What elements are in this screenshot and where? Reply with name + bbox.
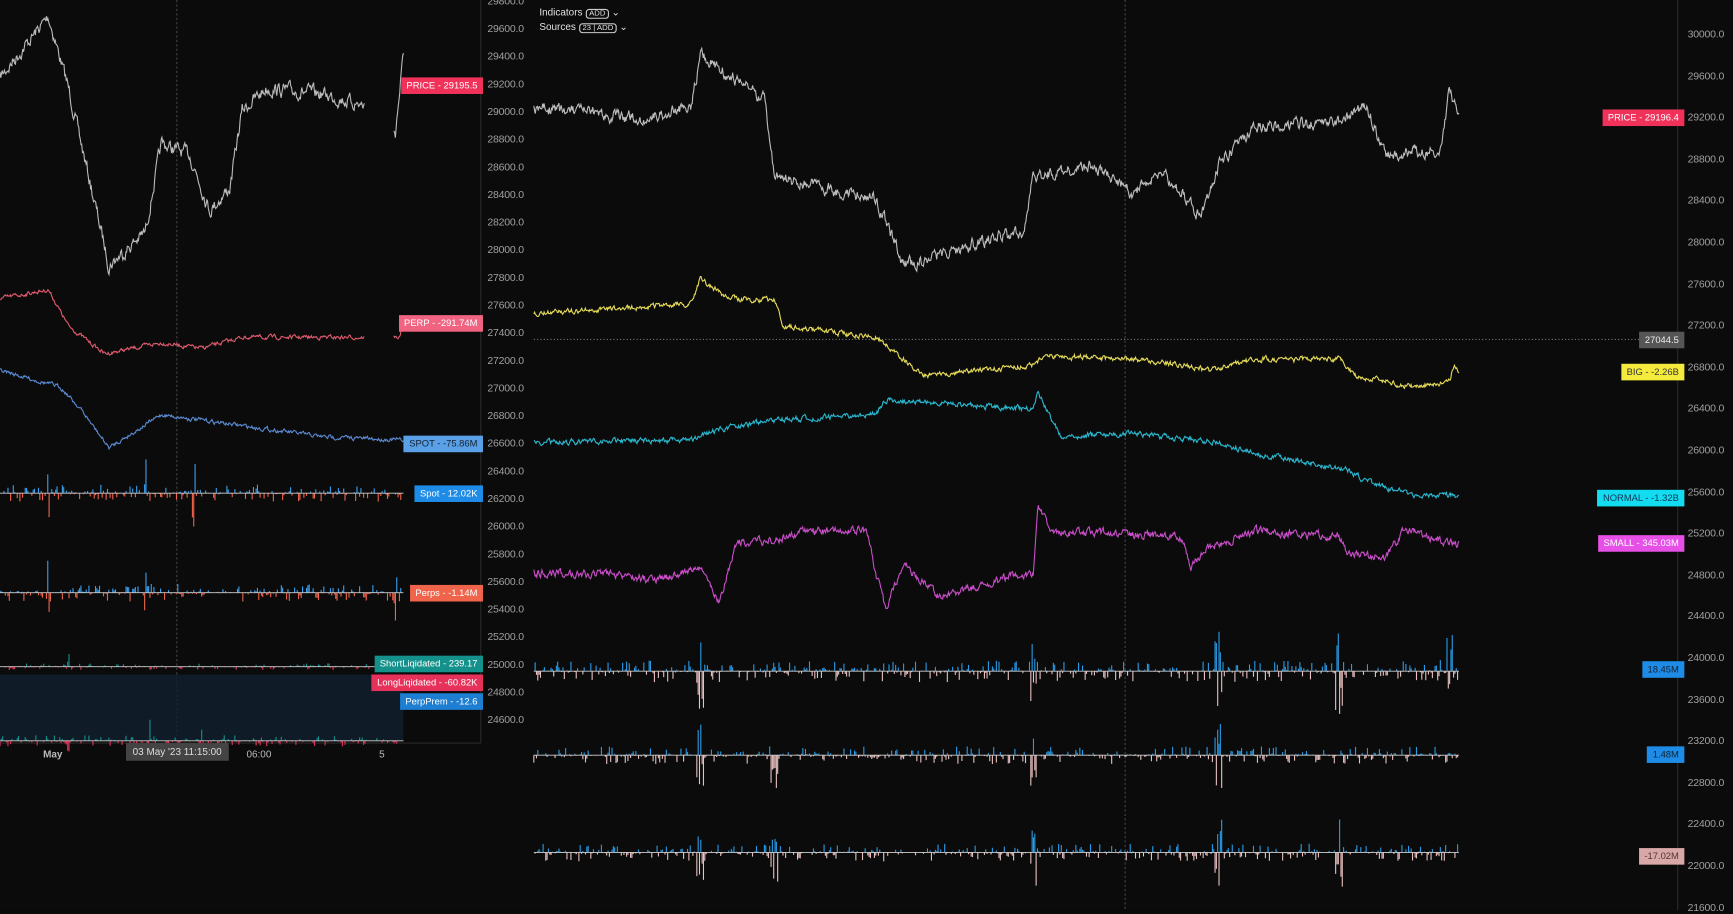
left-axis-tick: 29000.0: [487, 106, 524, 119]
left-axis-tick: 29800.0: [487, 0, 524, 8]
perp-premium-label: PerpPrem - -12.6: [399, 693, 483, 710]
indicators-label: Indicators: [539, 6, 583, 18]
right-axis-tick: 29200.0: [1687, 111, 1725, 125]
right-axis-tick: 26400.0: [1687, 402, 1725, 416]
chevron-down-icon[interactable]: ⌄: [611, 6, 620, 18]
long-liquidated-label: LongLiqidated - -60.82K: [371, 674, 483, 692]
left-axis-tick: 26000.0: [487, 520, 524, 533]
right-price-label: PRICE - 29196.4: [1602, 109, 1685, 127]
left-axis-tick: 29600.0: [487, 23, 524, 36]
right-axis-tick: 28400.0: [1687, 195, 1725, 208]
normal-orders-line: [533, 390, 1459, 500]
left-spot-cvd-label: SPOT - -75.86M: [403, 435, 483, 453]
crosshair-price-label: 27044.5: [1639, 331, 1685, 349]
sources-add-button[interactable]: 23 | ADD: [579, 23, 617, 34]
left-axis-tick: 26800.0: [487, 410, 524, 423]
left-axis-tick: 25000.0: [487, 658, 524, 672]
right-axis-tick: 25200.0: [1687, 527, 1725, 540]
right-axis-tick: 22800.0: [1687, 777, 1725, 790]
left-axis-tick: 26200.0: [487, 493, 524, 506]
crosshair-time-label: 03 May '23 11:15:00: [125, 743, 229, 761]
right-axis-tick: 29600.0: [1687, 70, 1725, 83]
left-axis-tick: 25800.0: [487, 548, 524, 561]
indicators-add-button[interactable]: ADD: [585, 8, 609, 19]
left-spot-cvd-line: [0, 368, 404, 451]
left-axis-tick: 25400.0: [487, 603, 524, 616]
right-axis-tick: 26800.0: [1687, 361, 1725, 374]
left-perp-label: PERP - -291.74M: [398, 315, 483, 332]
right-axis-tick: 25600.0: [1687, 486, 1725, 499]
sources-menu[interactable]: Sources 23 | ADD ⌄: [539, 21, 628, 34]
right-axis-tick: 24000.0: [1687, 652, 1725, 665]
normal-orders-label: NORMAL - -1.32B: [1597, 489, 1685, 507]
time-axis-5: 5: [379, 748, 385, 760]
histogram-1-label: 18.45M: [1641, 661, 1685, 678]
histogram-2-label: 1.48M: [1647, 746, 1685, 763]
left-axis-tick: 29400.0: [487, 50, 524, 64]
left-axis-tick: 28800.0: [487, 133, 524, 146]
right-axis-tick: 23600.0: [1687, 693, 1725, 707]
right-axis-tick: 28000.0: [1687, 236, 1725, 249]
left-axis-tick: 24800.0: [487, 686, 524, 699]
left-axis-tick: 27000.0: [487, 382, 524, 395]
left-axis-tick: 27600.0: [487, 299, 524, 312]
right-axis-tick: 21600.0: [1687, 901, 1725, 914]
right-axis-tick: 30000.0: [1687, 28, 1725, 41]
small-orders-line: [533, 505, 1460, 610]
left-axis-tick: 29200.0: [487, 78, 524, 91]
right-axis-tick: 23200.0: [1687, 735, 1725, 748]
left-axis-tick: 28200.0: [487, 216, 524, 229]
big-orders-line: [533, 275, 1460, 390]
chevron-down-icon[interactable]: ⌄: [619, 21, 628, 33]
short-liquidated-label: ShortLiqidated - 239.17: [374, 655, 483, 673]
left-axis-tick: 26600.0: [487, 437, 524, 451]
left-axis-tick: 25600.0: [487, 576, 524, 589]
big-orders-label: BIG - -2.26B: [1621, 363, 1685, 381]
left-price-line: [0, 16, 404, 277]
time-axis-may: May: [43, 748, 63, 760]
left-spot-label: Spot - 12.02K: [414, 485, 483, 502]
left-axis-tick: 28000.0: [487, 244, 524, 257]
left-perp-line: [0, 288, 404, 356]
histogram-3-label: -17.02M: [1638, 848, 1685, 865]
right-axis-tick: 27200.0: [1687, 319, 1725, 332]
left-axis-tick: 25200.0: [487, 631, 524, 644]
left-axis-tick: 24600.0: [487, 714, 524, 727]
right-axis-tick: 24800.0: [1687, 569, 1725, 582]
sources-label: Sources: [539, 21, 576, 33]
right-axis-tick: 26000.0: [1687, 444, 1725, 457]
left-axis-tick: 27400.0: [487, 327, 524, 340]
right-axis-tick: 22000.0: [1687, 860, 1725, 873]
time-axis-0600: 06:00: [246, 748, 272, 760]
right-axis-tick: 22400.0: [1687, 818, 1725, 831]
right-axis-tick: 27600.0: [1687, 278, 1725, 291]
left-axis-tick: 27200.0: [487, 354, 524, 368]
left-axis-tick: 26400.0: [487, 465, 524, 478]
left-perps-label: Perps - -1.14M: [409, 584, 483, 602]
right-price-line: [533, 46, 1460, 273]
left-axis-tick: 28600.0: [487, 161, 524, 174]
right-axis-tick: 24400.0: [1687, 610, 1725, 623]
left-axis-tick: 27800.0: [487, 272, 524, 285]
small-orders-label: SMALL - 345.03M: [1597, 535, 1685, 552]
indicators-menu[interactable]: Indicators ADD ⌄: [539, 7, 620, 19]
right-axis-tick: 28800.0: [1687, 153, 1725, 166]
left-axis-tick: 28400.0: [487, 189, 524, 202]
left-price-label: PRICE - 29195.5: [400, 77, 483, 94]
